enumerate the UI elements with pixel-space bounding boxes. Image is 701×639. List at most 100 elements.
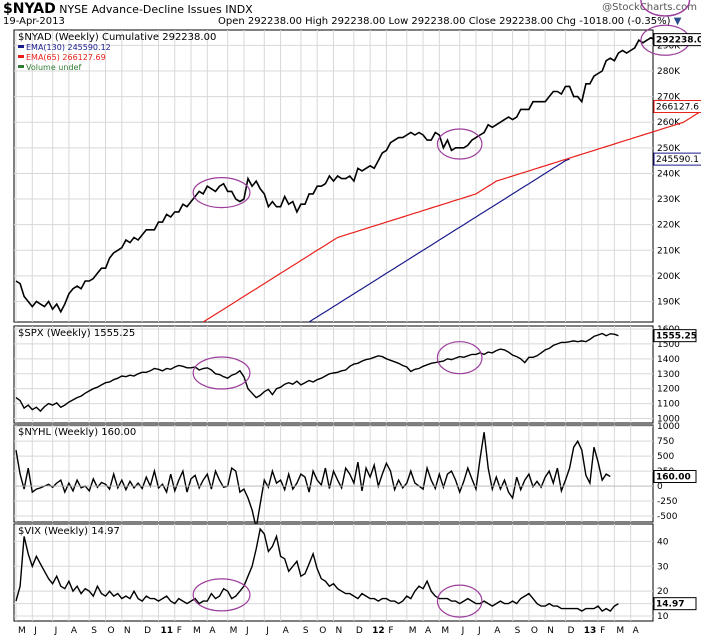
xtick-label: J bbox=[461, 626, 465, 636]
xtick-label: O bbox=[319, 626, 326, 636]
ytick-label: 1400 bbox=[657, 355, 680, 365]
xtick-label: M bbox=[193, 626, 201, 636]
last-value-box bbox=[653, 33, 701, 47]
xtick-label: J bbox=[33, 626, 37, 636]
ohlc-values: Open 292238.00 High 292238.00 Low 292238… bbox=[218, 16, 671, 27]
last-value-label: 245590.1 bbox=[656, 155, 699, 165]
ytick-label: 220K bbox=[657, 221, 681, 231]
last-value-label: 266127.6 bbox=[656, 103, 699, 113]
series-line-nyad bbox=[15, 36, 668, 314]
ytick-label: 20 bbox=[657, 587, 669, 597]
symbol-name: NYSE Advance-Decline Issues bbox=[59, 3, 222, 16]
ytick-label: 0 bbox=[657, 482, 663, 492]
panel-title: $NYHL (Weekly) 160.00 bbox=[18, 427, 136, 438]
ytick-label: 1300 bbox=[657, 370, 680, 380]
xtick-label: D bbox=[568, 626, 575, 636]
triangle-down-icon[interactable]: ▼ bbox=[673, 16, 682, 27]
ytick-label: 230K bbox=[657, 195, 681, 205]
last-value-label: 160.00 bbox=[656, 472, 691, 482]
highlight-circle bbox=[640, 0, 691, 17]
highlight-circle bbox=[192, 177, 251, 209]
xtick-label: 13 bbox=[584, 626, 597, 636]
highlight-circle bbox=[192, 356, 251, 390]
ytick-label: 210K bbox=[657, 246, 681, 256]
panel-main: 190K 200K 210K 220K 230K 240K 250K 260K 270K 280K… bbox=[13, 24, 701, 323]
xtick-label: J bbox=[245, 626, 249, 636]
xtick-label: J bbox=[265, 626, 269, 636]
xtick-label: N bbox=[547, 626, 554, 636]
ytick-label: 1000 bbox=[657, 422, 680, 432]
ohlc-summary[interactable]: Open 292238.00 High 292238.00 Low 292238… bbox=[218, 16, 681, 27]
xtick-label: A bbox=[283, 626, 290, 636]
legend-swatch bbox=[18, 65, 24, 68]
last-value-box bbox=[653, 329, 697, 343]
ytick-label: 290K bbox=[657, 41, 681, 51]
highlight-circle bbox=[436, 128, 483, 160]
series-line-vix bbox=[15, 527, 619, 613]
ytick-label: -500 bbox=[657, 512, 678, 522]
xtick-label: A bbox=[71, 626, 78, 636]
legend-swatch bbox=[18, 45, 24, 48]
xtick-label: S bbox=[303, 626, 309, 636]
xtick-label: M bbox=[230, 626, 238, 636]
series-line-nyhl bbox=[15, 432, 611, 529]
ytick-label: 1200 bbox=[657, 385, 680, 395]
legend-entry: EMA(130) 245590.12 bbox=[26, 43, 111, 52]
date-label: 19-Apr-2013 bbox=[3, 16, 65, 27]
ytick-label: 30 bbox=[657, 562, 669, 572]
panel-spx: 10001100120013001400150016001555.25$SPX … bbox=[13, 325, 697, 425]
ytick-label: 750 bbox=[657, 437, 674, 447]
xtick-label: A bbox=[425, 626, 432, 636]
panel-nyhl: -500-25002505007501000160.00$NYHL (Weekl… bbox=[13, 422, 697, 529]
highlight-circle bbox=[436, 584, 483, 618]
legend-swatch bbox=[18, 55, 24, 58]
ytick-label: 10 bbox=[657, 612, 669, 622]
xtick-label: O bbox=[108, 626, 115, 636]
last-value-label: 14.97 bbox=[656, 600, 684, 610]
last-value-label: 292238.0 bbox=[656, 36, 701, 46]
header-symbol-line: $NYAD NYSE Advance-Decline Issues INDX bbox=[3, 1, 253, 17]
xtick-label: M bbox=[409, 626, 417, 636]
last-value-label: 1555.25 bbox=[656, 332, 697, 342]
ytick-label: 40 bbox=[657, 537, 669, 547]
legend-entry: EMA(65) 266127.69 bbox=[26, 53, 106, 62]
ytick-label: 1500 bbox=[657, 340, 680, 350]
last-value-box bbox=[653, 100, 701, 114]
xtick-label: F bbox=[388, 626, 393, 636]
stockcharts-credit: @StockCharts.com bbox=[602, 2, 697, 13]
xtick-label: M bbox=[616, 626, 624, 636]
ytick-label: -250 bbox=[657, 497, 678, 507]
xtick-label: 12 bbox=[372, 626, 385, 636]
panel-title: $NYAD (Weekly) Cumulative 292238.00 bbox=[18, 32, 216, 43]
exchange: INDX bbox=[225, 3, 253, 16]
xtick-label: F bbox=[177, 626, 182, 636]
xtick-label: S bbox=[515, 626, 521, 636]
ytick-label: 240K bbox=[657, 169, 681, 179]
ytick-label: 190K bbox=[657, 298, 681, 308]
series-line-ema65 bbox=[202, 110, 701, 323]
last-value-box bbox=[653, 469, 697, 483]
xtick-label: M bbox=[441, 626, 449, 636]
highlight-circle bbox=[436, 341, 483, 375]
ytick-label: 270K bbox=[657, 93, 681, 103]
last-value-box bbox=[653, 152, 701, 166]
series-line-ema130 bbox=[308, 158, 570, 323]
xtick-label: D bbox=[356, 626, 363, 636]
xtick-label: D bbox=[144, 626, 151, 636]
xtick-label: J bbox=[477, 626, 481, 636]
highlight-circle bbox=[192, 578, 251, 612]
ytick-label: 280K bbox=[657, 67, 681, 77]
ytick-label: 500 bbox=[657, 452, 674, 462]
ytick-label: 200K bbox=[657, 272, 681, 282]
panel-title: $SPX (Weekly) 1555.25 bbox=[18, 328, 135, 339]
ytick-label: 260K bbox=[657, 118, 681, 128]
xtick-label: N bbox=[336, 626, 343, 636]
xtick-label: M bbox=[18, 626, 26, 636]
xtick-label: A bbox=[633, 626, 640, 636]
x-axis: M J J A S O N D 11 F M A M J J A S O N D 12 F M A M J J A S O N D 13 F M A bbox=[18, 626, 640, 636]
xtick-label: A bbox=[494, 626, 501, 636]
xtick-label: F bbox=[600, 626, 605, 636]
xtick-label: J bbox=[54, 626, 58, 636]
xtick-label: O bbox=[531, 626, 538, 636]
